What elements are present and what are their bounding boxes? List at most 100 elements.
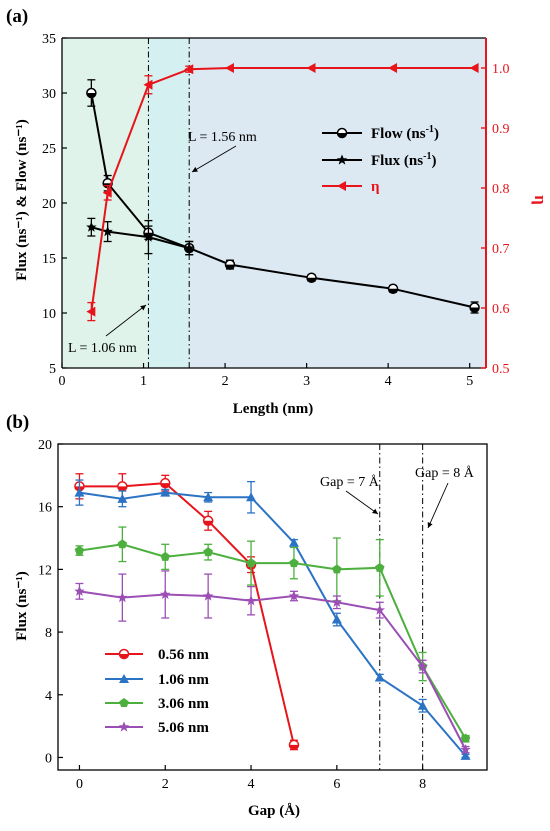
x-tick-label: 0	[59, 374, 66, 389]
y2-tick-label: 0.5	[492, 362, 510, 377]
y-axis-label-b: Flux (ns⁻¹)	[14, 571, 30, 641]
data-point	[202, 590, 214, 601]
shaded-region-2	[189, 38, 486, 368]
data-point	[288, 739, 300, 751]
legend-label-056: 0.56 nm	[158, 647, 209, 663]
data-point	[117, 493, 128, 503]
data-point	[469, 63, 479, 73]
panel-b: 0 2 4 6 8 0 4 8 12 16 20 (b) Gap (Å) Flux (ns⁻¹) G…	[6, 412, 488, 819]
data-point	[288, 537, 299, 547]
annotation-gap8: Gap = 8 Å	[415, 465, 475, 529]
tick-labels: 0 1 2 3 4 5 5 10 15 20 25 30 35 0.5 0.6 0.7 0.8 0.9 1.0	[42, 32, 510, 389]
data-point	[160, 487, 171, 497]
legend-item-106: 1.06 nm	[105, 672, 209, 688]
series-group	[74, 473, 471, 760]
data-point	[289, 558, 299, 568]
series-line-2	[79, 543, 467, 740]
data-point	[143, 79, 153, 90]
data-point	[203, 547, 213, 557]
y-tick-label: 0	[45, 751, 52, 766]
data-point	[460, 744, 471, 755]
panel-a: 0 1 2 3 4 5 5 10 15 20 25 30 35 0.5 0.6 0.7 0.8 0.9 1.0 (a…	[6, 6, 550, 417]
legend-label-306: 3.06 nm	[158, 696, 209, 712]
data-point	[224, 63, 234, 73]
series-line-2	[90, 67, 475, 312]
data-point	[74, 487, 85, 497]
x-tick-label: 8	[419, 777, 426, 792]
series-line-0	[90, 92, 475, 309]
data-point	[160, 588, 171, 600]
legend-item-306: 3.06 nm	[105, 696, 209, 712]
data-point	[306, 63, 316, 73]
y-tick-label: 20	[42, 197, 56, 212]
data-point	[374, 562, 385, 572]
data-point	[469, 302, 480, 313]
annotation-l156: L = 1.56 nm	[188, 130, 257, 173]
axes	[57, 443, 488, 771]
data-point	[117, 592, 128, 603]
legend-label-flow: Flow (ns-1)	[371, 124, 439, 142]
data-point	[417, 700, 428, 710]
y-tick-label: 8	[45, 626, 52, 641]
y-tick-label: 10	[42, 307, 56, 322]
data-point	[86, 221, 97, 232]
legend-marker-flow	[336, 127, 348, 139]
y-tick-label: 35	[42, 32, 56, 47]
x-tick-label: 6	[333, 777, 340, 792]
data-point	[460, 733, 471, 743]
data-point	[306, 272, 317, 284]
legend-marker-106	[119, 674, 129, 683]
y2-tick-label: 0.6	[492, 302, 510, 317]
x-tick-label: 0	[76, 777, 83, 792]
data-point	[246, 558, 256, 568]
series-group	[86, 63, 480, 322]
data-point	[143, 231, 154, 242]
legend-marker-306	[119, 698, 129, 707]
legend-label-flux: Flux (ns-1)	[371, 151, 436, 169]
annotation-arrow-gap7	[345, 490, 379, 515]
data-point	[74, 545, 85, 555]
series-line-1	[91, 226, 190, 250]
panel-label-b: (b)	[6, 412, 29, 433]
data-point	[288, 590, 300, 601]
data-point	[86, 306, 96, 317]
legend-item-eta: η	[322, 179, 380, 195]
y-axis-label-a: Flux (ns⁻¹) & Flow (ns⁻¹)	[14, 119, 30, 281]
annotation-text-gap7: Gap = 7 Å	[320, 474, 380, 490]
data-point	[246, 492, 257, 502]
y2-tick-label: 1.0	[492, 62, 510, 77]
y2-tick-label: 0.7	[492, 242, 510, 257]
data-point	[74, 585, 85, 596]
legend-item-506: 5.06 nm	[105, 720, 209, 736]
series-line-0	[79, 482, 295, 746]
data-point	[102, 226, 113, 237]
data-point	[245, 595, 257, 606]
data-point	[86, 87, 97, 99]
x-axis-label-b: Gap (Å)	[248, 803, 300, 819]
plot-frame	[57, 443, 488, 771]
y-tick-label: 12	[38, 563, 52, 578]
y-tick-label: 25	[42, 142, 56, 157]
y-tick-label: 4	[45, 689, 52, 704]
data-point	[332, 564, 342, 574]
data-point	[202, 515, 214, 527]
data-point	[184, 64, 194, 75]
series-line-3	[79, 590, 467, 751]
shaded-region-1	[148, 38, 190, 368]
legend-item-056: 0.56 nm	[105, 647, 209, 663]
y-tick-label: 5	[49, 362, 56, 377]
y-tick-label: 20	[38, 438, 52, 453]
annotation-l106: L = 1.06 nm	[68, 304, 147, 356]
data-point	[203, 492, 214, 502]
data-point	[224, 259, 236, 270]
annotation-arrow-l156	[191, 145, 237, 173]
data-point	[160, 477, 171, 489]
axes	[61, 37, 487, 369]
x-tick-label: 4	[385, 374, 392, 389]
annotation-arrow-l106	[105, 304, 147, 337]
y2-tick-label: 0.9	[492, 122, 510, 137]
data-point	[417, 661, 428, 672]
y-tick-label: 15	[42, 252, 56, 267]
data-point	[184, 242, 195, 253]
vertical-reference-lines	[379, 444, 424, 770]
